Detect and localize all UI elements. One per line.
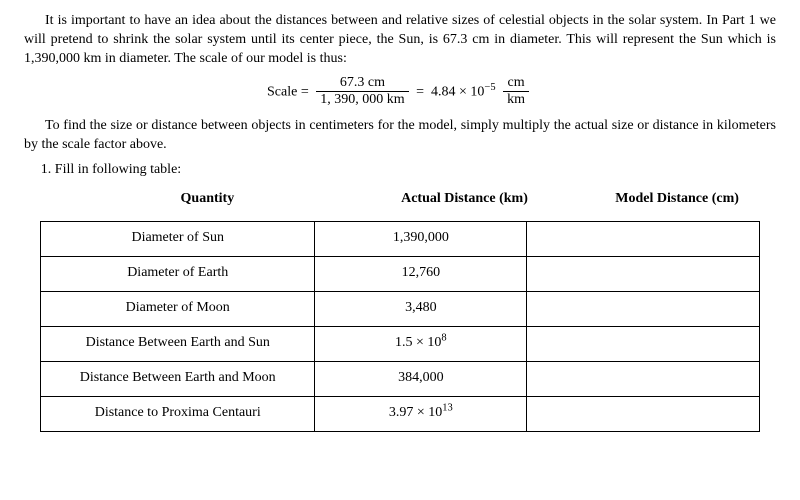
cell-model [527,221,760,256]
eq-numerator: 67.3 cm [316,75,408,93]
cell-actual-prefix: 1.5 × 10 [395,335,441,350]
eq-result-prefix: = 4.84 × 10 [416,84,484,99]
list-item: 1. Fill in following table: [41,161,776,180]
cell-quantity: Distance to Proxima Centauri [41,396,315,431]
eq-fraction: 67.3 cm 1, 390, 000 km [316,75,408,110]
cell-actual-exp: 8 [441,333,446,344]
data-table: Diameter of Sun 1,390,000 Diameter of Ea… [40,221,760,432]
scale-equation: Scale = 67.3 cm 1, 390, 000 km = 4.84 × … [24,75,776,110]
table-row: Distance to Proxima Centauri 3.97 × 1013 [41,396,760,431]
intro-paragraph: It is important to have an idea about th… [24,12,776,69]
cell-model [527,291,760,326]
cell-actual-prefix: 3.97 × 10 [389,405,442,420]
cell-actual: 3,480 [315,291,527,326]
cell-quantity: Diameter of Earth [41,256,315,291]
cell-quantity: Distance Between Earth and Moon [41,361,315,396]
header-model: Model Distance (cm) [578,190,776,209]
cell-model [527,396,760,431]
cell-model [527,256,760,291]
cell-actual-exp: 13 [442,403,453,414]
cell-quantity: Diameter of Sun [41,221,315,256]
table-row: Distance Between Earth and Sun 1.5 × 108 [41,326,760,361]
cell-quantity: Distance Between Earth and Sun [41,326,315,361]
cell-actual: 1.5 × 108 [315,326,527,361]
table-row: Diameter of Earth 12,760 [41,256,760,291]
eq-unit-fraction: cm km [503,75,529,110]
cell-model [527,361,760,396]
eq-exponent: −5 [484,82,495,93]
cell-actual: 12,760 [315,256,527,291]
eq-unit-den: km [503,92,529,109]
header-quantity: Quantity [24,190,351,209]
cell-actual: 384,000 [315,361,527,396]
table-row: Diameter of Sun 1,390,000 [41,221,760,256]
cell-model [527,326,760,361]
header-actual: Actual Distance (km) [351,190,578,209]
column-headers: Quantity Actual Distance (km) Model Dist… [24,190,776,209]
table-row: Diameter of Moon 3,480 [41,291,760,326]
instruction-paragraph: To find the size or distance between obj… [24,117,776,155]
eq-lhs: Scale = [267,84,309,99]
eq-denominator: 1, 390, 000 km [316,92,408,109]
eq-unit-num: cm [503,75,529,93]
cell-quantity: Diameter of Moon [41,291,315,326]
table-row: Distance Between Earth and Moon 384,000 [41,361,760,396]
cell-actual: 1,390,000 [315,221,527,256]
cell-actual: 3.97 × 1013 [315,396,527,431]
